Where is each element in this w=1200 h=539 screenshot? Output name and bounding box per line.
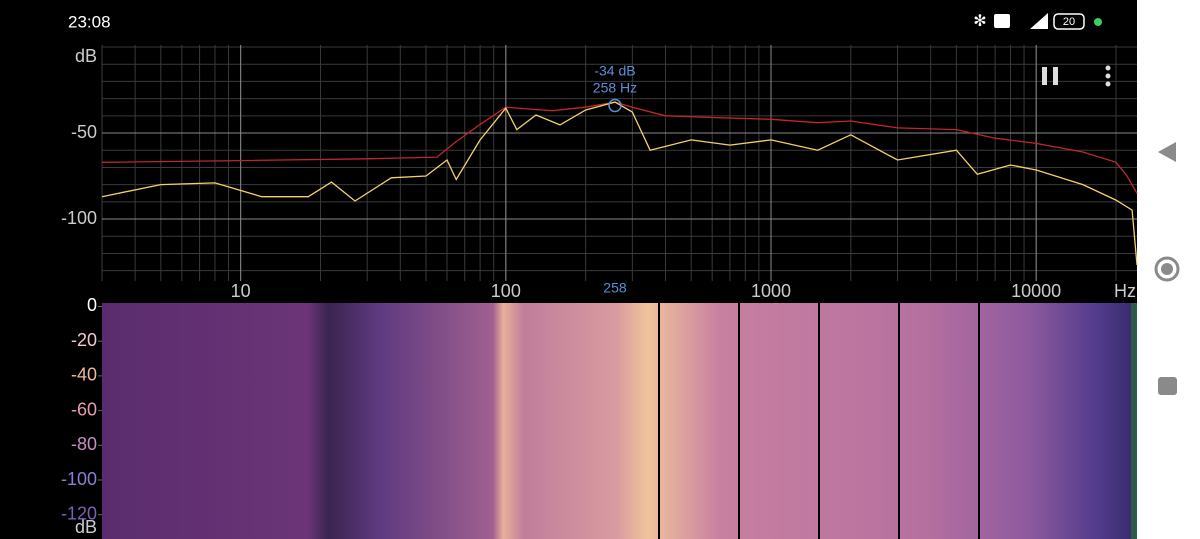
- y-axis-label: dB: [75, 46, 97, 66]
- clock: 23:08: [68, 12, 111, 31]
- x-tick-label: 1000: [751, 281, 791, 301]
- y-tick-label: -50: [71, 122, 97, 142]
- status-dot: [1094, 18, 1102, 26]
- pause-button[interactable]: [1042, 67, 1047, 85]
- y-tick-label: -20: [71, 330, 97, 350]
- recents-button[interactable]: [1158, 377, 1177, 395]
- menu-button[interactable]: [1105, 65, 1111, 87]
- y-tick-label: -100: [61, 469, 97, 489]
- pause-button-bar: [1053, 67, 1058, 85]
- marker-axis-label: 258: [603, 280, 627, 296]
- x-tick-label: 10000: [1011, 281, 1061, 301]
- signal-icon: [1030, 13, 1048, 29]
- spectrum-line: [101, 101, 1138, 194]
- x-tick-label: 100: [491, 281, 521, 301]
- x-tick-label: 10: [231, 281, 251, 301]
- home-dot: [1161, 263, 1173, 275]
- y-axis-label: dB: [75, 517, 97, 537]
- y-tick-label: -120: [61, 503, 97, 523]
- battery-icon: [1053, 13, 1085, 30]
- y-tick-label: -60: [71, 399, 97, 419]
- y-tick-label: -80: [71, 434, 97, 454]
- marker-label: -34 dB: [594, 63, 635, 79]
- spectrogram-edge: [1131, 303, 1137, 539]
- bluetooth-icon: ✻: [973, 13, 986, 30]
- spectrogram-image: [102, 303, 1131, 539]
- home-button[interactable]: [1154, 256, 1180, 282]
- back-button[interactable]: [1158, 142, 1176, 162]
- y-tick-label: 0: [87, 295, 97, 315]
- marker-label: 258 Hz: [593, 80, 637, 96]
- battery-level: 20: [1063, 16, 1075, 28]
- y-tick-label: -40: [71, 365, 97, 385]
- volte-icon: [994, 14, 1010, 28]
- x-axis-label: Hz: [1114, 281, 1136, 301]
- marker-point: [608, 98, 622, 113]
- y-tick-label: -100: [61, 208, 97, 228]
- spectrum-line: [101, 101, 1138, 266]
- time-markers: [658, 303, 980, 539]
